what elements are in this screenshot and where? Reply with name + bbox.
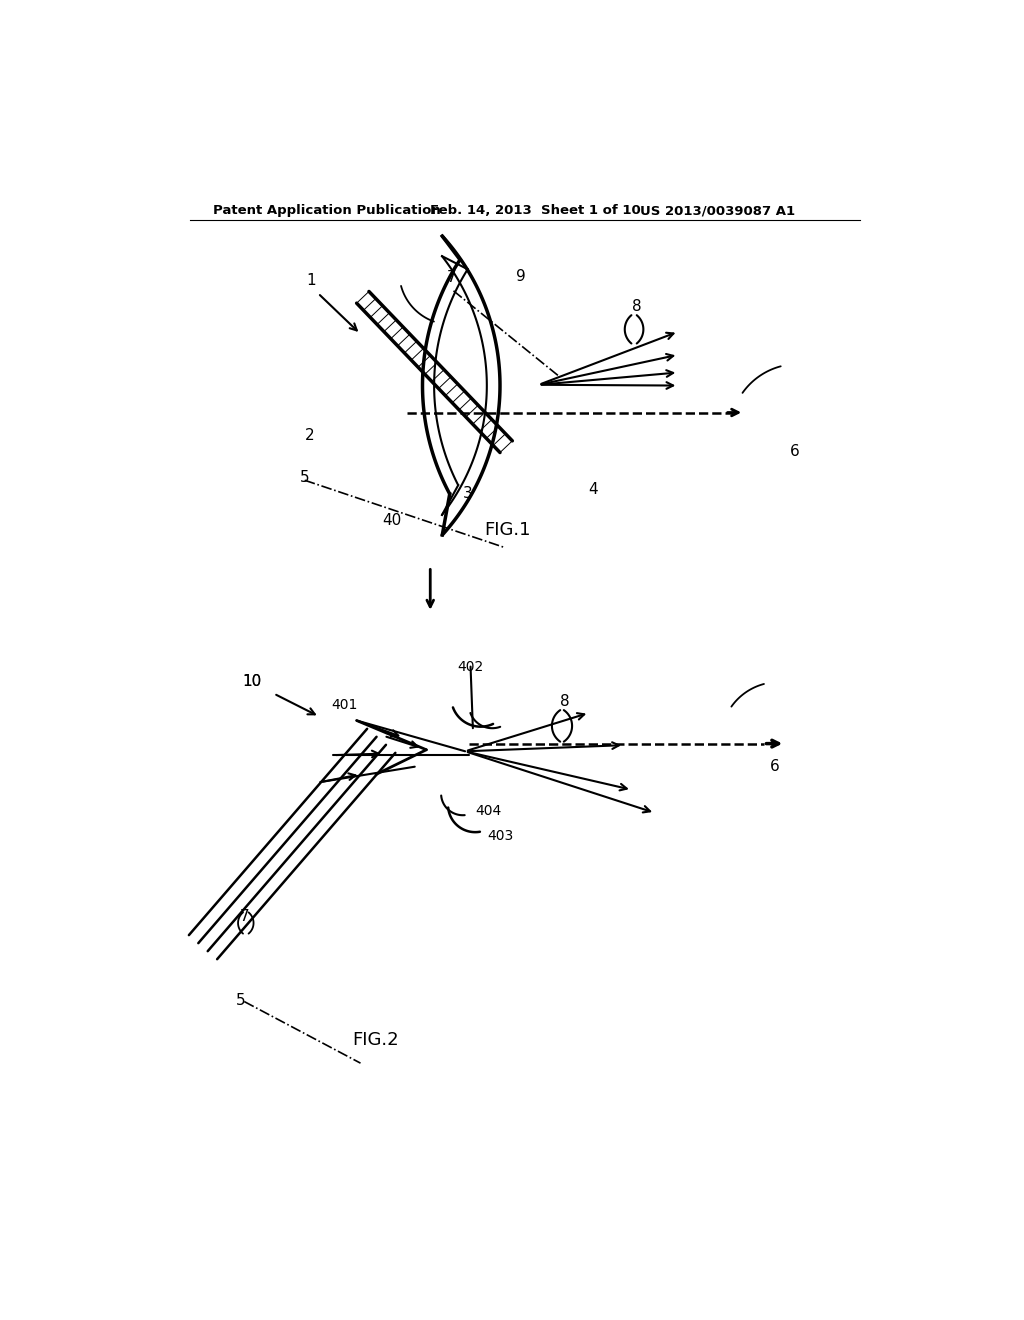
- Text: 7: 7: [447, 271, 457, 285]
- Text: 404: 404: [475, 804, 502, 818]
- Text: 3: 3: [463, 486, 472, 500]
- Text: Patent Application Publication: Patent Application Publication: [213, 205, 441, 218]
- Text: FIG.2: FIG.2: [352, 1031, 399, 1049]
- Text: 8: 8: [559, 694, 569, 709]
- Text: 40: 40: [382, 512, 401, 528]
- Text: 403: 403: [486, 829, 513, 843]
- Text: 7: 7: [240, 909, 249, 924]
- Text: 8: 8: [633, 298, 642, 314]
- Text: 2: 2: [305, 428, 315, 444]
- Text: 10: 10: [243, 675, 261, 689]
- Text: 1: 1: [306, 272, 315, 288]
- Text: 5: 5: [236, 993, 245, 1007]
- Text: 4: 4: [588, 482, 598, 498]
- Text: FIG.1: FIG.1: [484, 520, 531, 539]
- Text: US 2013/0039087 A1: US 2013/0039087 A1: [640, 205, 795, 218]
- Text: 6: 6: [770, 759, 780, 775]
- Text: 5: 5: [300, 470, 309, 486]
- Text: 9: 9: [516, 269, 525, 284]
- Text: Feb. 14, 2013  Sheet 1 of 10: Feb. 14, 2013 Sheet 1 of 10: [430, 205, 641, 218]
- Text: 401: 401: [332, 698, 358, 711]
- Text: 10: 10: [243, 675, 261, 689]
- Text: 402: 402: [458, 660, 483, 673]
- Text: 6: 6: [790, 444, 800, 458]
